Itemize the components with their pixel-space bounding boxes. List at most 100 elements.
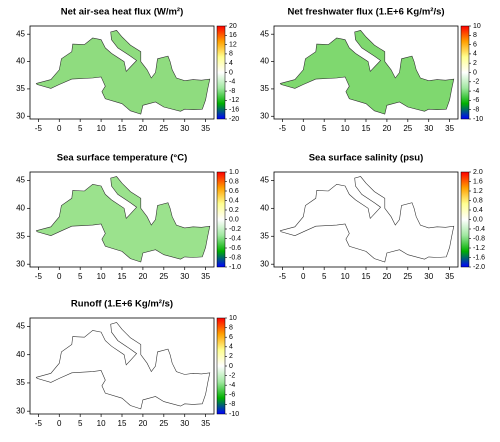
x-tick-label: 25 <box>403 124 412 133</box>
y-tick-label: 45 <box>16 175 25 184</box>
colorbar-label: -1.6 <box>473 254 485 261</box>
colorbar-label: -0.8 <box>473 235 485 242</box>
colorbar-label: -4 <box>229 79 235 86</box>
y-tick-label: 35 <box>260 84 269 93</box>
x-tick-label: 5 <box>78 124 83 133</box>
colorbar-label: 2.0 <box>473 169 483 176</box>
x-tick-label: -5 <box>35 124 43 133</box>
x-tick-label: 10 <box>97 124 106 133</box>
x-tick-label: 20 <box>138 419 147 428</box>
x-tick-label: 35 <box>201 272 210 281</box>
x-tick-label: 25 <box>159 419 168 428</box>
colorbar-label: 12 <box>229 41 237 48</box>
colorbar-label: 1.6 <box>473 178 483 185</box>
colorbar-label: -8 <box>473 107 479 114</box>
colorbar <box>216 317 226 415</box>
x-tick-label: 0 <box>57 272 62 281</box>
colorbar-label: 4 <box>473 51 477 58</box>
y-tick-label: 30 <box>16 406 25 415</box>
y-tick-label: 40 <box>16 57 25 66</box>
colorbar-label: 8 <box>473 32 477 39</box>
map-panel: Sea surface temperature (°C) -5 0 5 10 15 20 25… <box>16 153 241 282</box>
colorbar-label: 0.2 <box>229 207 239 214</box>
colorbar-label: -1.2 <box>473 245 485 252</box>
colorbar-label: 10 <box>229 315 237 322</box>
x-tick-label: 30 <box>180 272 189 281</box>
panel-title: Sea surface salinity (psu) <box>309 153 424 164</box>
colorbar-label: -2.0 <box>473 264 485 271</box>
y-tick-label: 40 <box>16 203 25 212</box>
x-tick-label: 35 <box>445 124 454 133</box>
x-tick-label: 15 <box>118 124 127 133</box>
colorbar-label: 0.8 <box>229 178 239 185</box>
coastline <box>35 176 211 263</box>
x-tick-label: 15 <box>362 124 371 133</box>
colorbar <box>216 25 226 120</box>
x-tick-label: 10 <box>97 419 106 428</box>
x-tick-label: 30 <box>180 419 189 428</box>
colorbar-label: 0.0 <box>473 216 483 223</box>
colorbar <box>216 171 226 268</box>
y-tick-label: 30 <box>260 111 269 120</box>
y-tick-label: 30 <box>16 111 25 120</box>
x-tick-label: 5 <box>78 272 83 281</box>
colorbar-label: 8 <box>229 51 233 58</box>
x-tick-label: 35 <box>445 272 454 281</box>
colorbar-label: 0.4 <box>473 207 483 214</box>
colorbar-label: 0 <box>229 363 233 370</box>
x-tick-label: -5 <box>279 272 287 281</box>
colorbar-label: -0.6 <box>229 245 241 252</box>
map-panel: Net air-sea heat flux (W/m²) -5 0 5 10 15 20 25… <box>16 7 239 134</box>
colorbar-label: -6 <box>473 97 479 104</box>
colorbar-label: 2 <box>473 60 477 67</box>
colorbar-label: 0.0 <box>229 216 239 223</box>
x-tick-label: 0 <box>301 272 306 281</box>
y-tick-label: 30 <box>16 259 25 268</box>
colorbar-label: -8 <box>229 88 235 95</box>
y-tick-label: 40 <box>16 350 25 359</box>
x-tick-label: 25 <box>159 272 168 281</box>
colorbar-label: 6 <box>473 41 477 48</box>
colorbar-label: 0.8 <box>473 197 483 204</box>
x-tick-label: 0 <box>57 124 62 133</box>
x-tick-label: 0 <box>301 124 306 133</box>
y-tick-label: 30 <box>260 259 269 268</box>
x-tick-label: 10 <box>341 124 350 133</box>
y-tick-label: 45 <box>16 322 25 331</box>
x-tick-label: 30 <box>424 124 433 133</box>
coastline <box>35 30 211 115</box>
x-tick-label: 15 <box>118 272 127 281</box>
x-tick-label: 20 <box>382 124 391 133</box>
colorbar <box>460 171 470 268</box>
colorbar-label: -6 <box>229 392 235 399</box>
colorbar-label: 20 <box>229 23 237 30</box>
x-tick-label: 10 <box>341 272 350 281</box>
colorbar-label: 6 <box>229 334 233 341</box>
y-tick-label: 35 <box>260 231 269 240</box>
x-tick-label: 20 <box>138 124 147 133</box>
colorbar-label: -4 <box>473 88 479 95</box>
colorbar-label: 0 <box>473 69 477 76</box>
colorbar-label: -16 <box>229 107 239 114</box>
colorbar-label: -0.4 <box>229 235 241 242</box>
x-tick-label: -5 <box>35 419 43 428</box>
x-tick-label: 15 <box>118 419 127 428</box>
x-tick-label: 30 <box>424 272 433 281</box>
coastline <box>279 176 455 263</box>
map-panel: Runoff (1.E+6 Kg/m²/s)-5 0 5 10 15 20 25 30 3530… <box>16 299 239 429</box>
colorbar-label: 10 <box>473 23 481 30</box>
colorbar-label: 4 <box>229 344 233 351</box>
x-tick-label: 10 <box>97 272 106 281</box>
y-tick-label: 40 <box>260 57 269 66</box>
y-tick-label: 45 <box>16 29 25 38</box>
y-tick-label: 35 <box>16 378 25 387</box>
x-tick-label: 25 <box>403 272 412 281</box>
x-tick-label: -5 <box>279 124 287 133</box>
panel-title: Runoff (1.E+6 Kg/m²/s) <box>71 299 173 310</box>
colorbar-label: -0.8 <box>229 254 241 261</box>
colorbar <box>460 25 470 120</box>
colorbar-label: 1.2 <box>473 188 483 195</box>
panel-title: Sea surface temperature (°C) <box>57 153 188 164</box>
map-panel: Net freshwater flux (1.E+6 Kg/m²/s) -5 0 5 1… <box>260 7 483 134</box>
